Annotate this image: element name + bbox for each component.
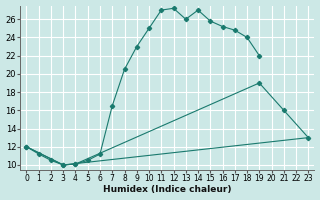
X-axis label: Humidex (Indice chaleur): Humidex (Indice chaleur) [103,185,232,194]
